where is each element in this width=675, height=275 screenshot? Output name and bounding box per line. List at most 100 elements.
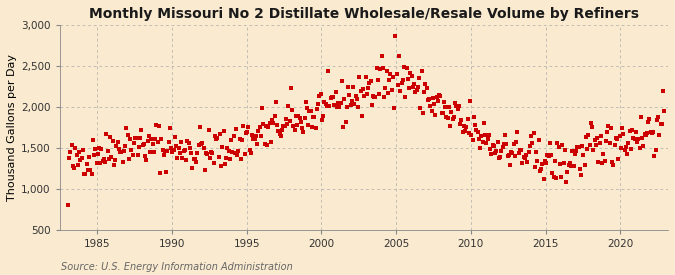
- Point: [300, 100, 311, 104]
- Point: [97, 159, 108, 164]
- Point: [130, 136, 140, 141]
- Point: [335, 101, 346, 105]
- Point: [542, 153, 553, 158]
- Point: [522, 160, 533, 164]
- Point: [658, 89, 669, 94]
- Point: [585, 143, 595, 147]
- Point: [450, 100, 460, 105]
- Point: [274, 132, 285, 136]
- Point: [551, 176, 562, 181]
- Point: [63, 156, 74, 160]
- Point: [354, 75, 364, 79]
- Point: [554, 145, 564, 150]
- Point: [651, 118, 662, 122]
- Point: [187, 166, 198, 170]
- Point: [545, 153, 556, 157]
- Point: [487, 143, 498, 147]
- Point: [516, 148, 526, 152]
- Point: [531, 150, 541, 154]
- Point: [576, 173, 587, 177]
- Point: [491, 149, 502, 154]
- Point: [369, 95, 379, 99]
- Point: [122, 133, 133, 137]
- Point: [548, 175, 559, 179]
- Point: [273, 129, 284, 133]
- Point: [486, 152, 497, 156]
- Point: [595, 134, 606, 138]
- Point: [582, 147, 593, 152]
- Point: [637, 136, 647, 141]
- Point: [81, 161, 92, 166]
- Point: [408, 85, 418, 90]
- Point: [461, 125, 472, 129]
- Point: [424, 97, 435, 101]
- Point: [137, 143, 148, 147]
- Point: [440, 105, 451, 109]
- Point: [537, 162, 548, 166]
- Point: [233, 149, 244, 153]
- Point: [649, 154, 660, 158]
- Point: [303, 123, 314, 127]
- Point: [400, 95, 411, 99]
- Point: [452, 106, 463, 111]
- Point: [574, 166, 585, 171]
- Point: [443, 104, 454, 109]
- Point: [348, 85, 358, 89]
- Point: [632, 140, 643, 145]
- Point: [619, 148, 630, 152]
- Point: [547, 171, 558, 175]
- Point: [94, 145, 105, 150]
- Point: [427, 95, 438, 100]
- Point: [616, 146, 626, 151]
- Point: [219, 162, 230, 166]
- Point: [148, 150, 159, 154]
- Point: [552, 140, 563, 145]
- Point: [362, 86, 373, 90]
- Point: [402, 77, 413, 81]
- Point: [570, 148, 581, 153]
- Point: [623, 141, 634, 145]
- Point: [529, 164, 540, 169]
- Point: [181, 158, 192, 162]
- Point: [121, 125, 132, 130]
- Point: [334, 105, 345, 109]
- Point: [175, 150, 186, 155]
- Point: [246, 151, 256, 155]
- Point: [439, 100, 450, 104]
- Point: [155, 171, 165, 175]
- Point: [222, 146, 233, 150]
- Point: [567, 148, 578, 153]
- Point: [498, 142, 509, 146]
- Point: [243, 125, 254, 129]
- Point: [390, 34, 401, 39]
- Point: [645, 130, 656, 134]
- Point: [106, 155, 117, 159]
- Point: [650, 147, 661, 152]
- Point: [446, 110, 457, 115]
- Point: [107, 139, 118, 143]
- Point: [563, 163, 574, 168]
- Point: [116, 150, 127, 155]
- Point: [380, 86, 391, 90]
- Point: [126, 147, 137, 152]
- Point: [543, 154, 554, 158]
- Point: [629, 137, 640, 141]
- Point: [225, 138, 236, 142]
- Point: [594, 141, 605, 145]
- Point: [323, 69, 333, 74]
- Point: [312, 107, 323, 112]
- Point: [570, 152, 580, 156]
- Point: [425, 104, 435, 108]
- Point: [231, 126, 242, 131]
- Point: [622, 152, 632, 156]
- Point: [248, 136, 259, 141]
- Point: [256, 134, 267, 139]
- Point: [124, 157, 134, 161]
- Point: [99, 157, 109, 161]
- Point: [207, 151, 218, 155]
- Point: [451, 104, 462, 109]
- Point: [275, 133, 286, 138]
- Point: [433, 99, 443, 104]
- Point: [267, 118, 277, 122]
- Point: [324, 104, 335, 108]
